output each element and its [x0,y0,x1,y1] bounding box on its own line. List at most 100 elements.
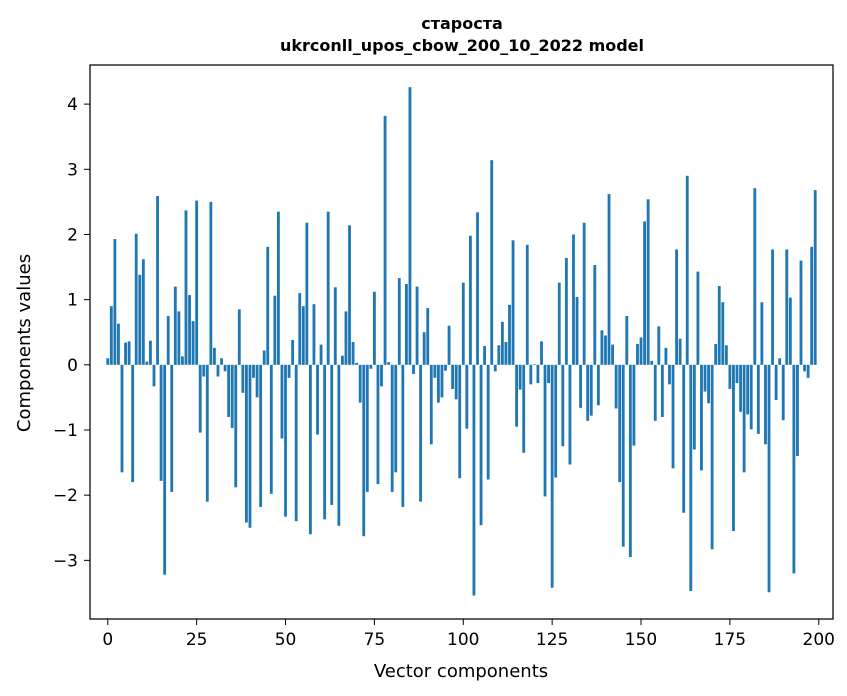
bar [106,358,110,365]
bar [326,211,330,365]
bar [728,364,732,389]
bar [714,343,718,365]
bar [458,364,462,479]
bar [230,364,234,429]
bar [198,364,202,433]
bar [461,282,465,365]
bar [173,286,177,365]
y-tick-label: 3 [67,160,78,180]
x-axis-label: Vector components [374,661,548,682]
bar [454,364,458,400]
bar [636,343,639,365]
bar [568,364,572,465]
bar [483,345,487,365]
bar [280,364,284,439]
bar [436,364,440,403]
bar [472,364,476,596]
bar [799,260,803,365]
bar [678,338,682,365]
bar [188,295,191,365]
bar [451,364,455,389]
bar [657,326,661,365]
bar [376,364,380,485]
bar [415,286,419,365]
bar [245,364,248,523]
bar [426,308,430,365]
bar [788,297,792,365]
bar [618,364,622,483]
x-tick-label: 100 [447,630,479,650]
bar [525,244,529,365]
bar [287,364,291,378]
bar [348,225,351,365]
bar [557,282,561,365]
bar [529,364,533,385]
bar [668,364,671,385]
bar [621,364,625,547]
bar [401,364,405,507]
bar [340,355,344,365]
bar [682,364,686,513]
bar [422,332,426,365]
bar [209,201,213,365]
bar [468,235,472,365]
bar [732,364,735,532]
bar [390,364,394,492]
bar [156,196,159,365]
bar [604,335,607,365]
bar [792,364,796,574]
bar [351,342,355,365]
bar [696,271,700,365]
bar [177,311,181,365]
bar [337,364,341,526]
bar [255,364,259,398]
x-tick-label: 175 [714,630,746,650]
bar [639,337,643,365]
bar [124,342,127,365]
bar [796,364,799,457]
bar [486,364,490,480]
y-tick-label: 4 [67,95,78,115]
bar [213,347,216,365]
bar [273,295,277,365]
bar [149,340,152,365]
ticks-group: 0 25 50 75 100 125 150 175 200 −3 −2 −1 0 1 2 3 4 [53,95,835,650]
bar [216,364,220,377]
bar [547,364,551,384]
bar [550,364,554,588]
bar [500,321,504,365]
bar [543,364,547,497]
bar [596,364,600,406]
bar [284,364,287,517]
bar [724,345,728,365]
bar [650,360,654,365]
bar [511,240,515,365]
bar [611,344,615,365]
bar [316,364,319,435]
bar [269,364,273,494]
bar [294,364,298,522]
bar [689,364,693,591]
x-tick-label: 125 [536,630,568,650]
bar [742,364,746,473]
bar [127,341,131,365]
bar [522,364,526,453]
bar [358,364,362,403]
bars-group [106,87,817,596]
bar [675,249,678,365]
bar [540,341,543,365]
bar [117,323,120,365]
bar [479,364,483,526]
bar [810,246,814,365]
bar [205,364,209,502]
bar [291,340,295,365]
bar [227,364,231,417]
bar [504,342,508,365]
x-tick-label: 200 [803,630,835,650]
chart-subtitle: ukrconll_upos_cbow_200_10_2022 model [280,36,644,55]
bar [234,364,238,488]
bar [579,364,583,408]
bar [170,364,174,492]
bar [561,364,565,447]
